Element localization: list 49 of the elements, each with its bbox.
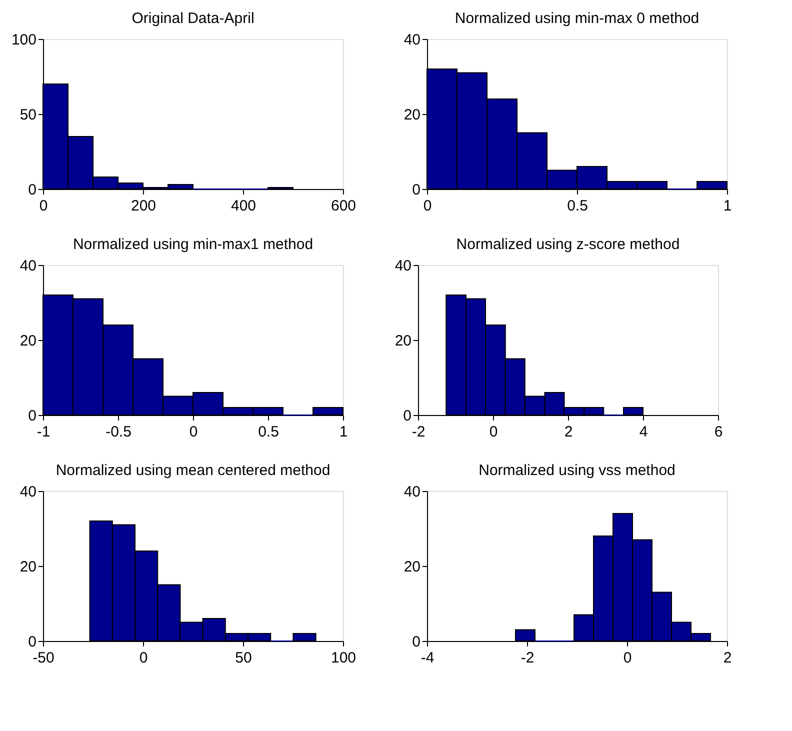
chart-title: Normalized using z-score method — [456, 236, 680, 253]
y-tick-label: 0 — [412, 634, 420, 650]
y-tick-label: 0 — [403, 408, 412, 424]
y-tick-label: 20 — [394, 332, 412, 350]
y-tick-label: 0 — [28, 634, 36, 650]
x-tick-label: 0 — [489, 424, 498, 440]
x-tick-label: 1 — [723, 198, 732, 214]
y-tick-label: 40 — [20, 258, 36, 274]
x-tick-label: -4 — [420, 650, 434, 666]
x-tick-label: 600 — [330, 198, 356, 214]
x-tick-label: 0.5 — [567, 198, 588, 214]
y-tick-label: 0 — [412, 182, 420, 198]
y-tick-label: 0 — [28, 182, 36, 198]
y-tick-label: 40 — [394, 258, 412, 274]
y-tick-label: 100 — [11, 32, 36, 48]
chart-title: Normalized using mean centered method — [56, 462, 330, 479]
x-tick-label: -0.5 — [106, 424, 132, 440]
y-tick-label: 20 — [20, 332, 36, 350]
chart-title: Normalized using min-max1 method — [72, 236, 314, 253]
x-tick-label: 4 — [639, 424, 648, 440]
x-tick-label: 2 — [723, 650, 732, 666]
y-tick-label: 50 — [20, 106, 36, 124]
y-tick-label: 20 — [404, 558, 420, 576]
x-tick-label: 0.5 — [258, 424, 279, 440]
y-tick-label: 20 — [404, 106, 420, 124]
x-tick-label: 0 — [423, 198, 432, 214]
x-tick-label: -2 — [520, 650, 534, 666]
x-tick-label: -2 — [412, 424, 426, 440]
y-tick-label: 40 — [20, 484, 36, 500]
y-tick-label: 40 — [404, 32, 420, 48]
y-tick-label: 0 — [28, 408, 36, 424]
x-tick-label: -50 — [32, 650, 54, 666]
x-tick-label: 0 — [623, 650, 632, 666]
y-tick-label: 20 — [20, 558, 36, 576]
x-tick-label: 0 — [189, 424, 198, 440]
x-tick-label: 100 — [330, 650, 356, 666]
x-tick-label: 2 — [564, 424, 573, 440]
x-tick-label: 50 — [235, 650, 252, 666]
x-tick-label: 6 — [714, 424, 723, 440]
chart-title: Original Data-April — [132, 10, 254, 27]
y-tick-label: 40 — [404, 484, 420, 500]
chart-title: Normalized using vss method — [478, 462, 676, 479]
chart-title: Normalized using min-max 0 method — [454, 10, 700, 27]
x-tick-label: 0 — [39, 198, 48, 214]
x-tick-label: 400 — [230, 198, 256, 214]
x-tick-label: -1 — [36, 424, 50, 440]
x-tick-label: 1 — [339, 424, 348, 440]
x-tick-label: 0 — [139, 650, 148, 666]
x-tick-label: 200 — [130, 198, 156, 214]
